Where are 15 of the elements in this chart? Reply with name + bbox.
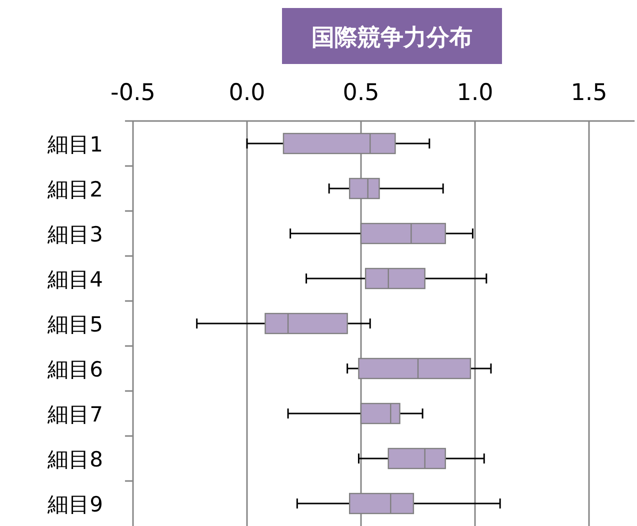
- y-tick-label: 細目6: [46, 358, 103, 382]
- y-tick-label: 細目4: [46, 268, 103, 292]
- x-tick-label: 0.5: [342, 80, 380, 106]
- y-tick-label: 細目9: [46, 492, 103, 516]
- x-tick-label: 1.0: [456, 80, 494, 106]
- y-tick-label: 細目7: [46, 402, 103, 426]
- y-tick-label: 細目1: [46, 132, 103, 156]
- y-tick-label: 細目2: [46, 178, 103, 202]
- x-tick-label: -0.5: [110, 80, 156, 106]
- x-tick-label: 0.0: [228, 80, 266, 106]
- y-tick-label: 細目5: [46, 312, 103, 336]
- x-tick-label: 1.5: [570, 80, 608, 106]
- y-tick-label: 細目3: [46, 222, 103, 246]
- chart-title: 国際競争力分布: [312, 25, 472, 51]
- y-tick-label: 細目8: [46, 448, 103, 472]
